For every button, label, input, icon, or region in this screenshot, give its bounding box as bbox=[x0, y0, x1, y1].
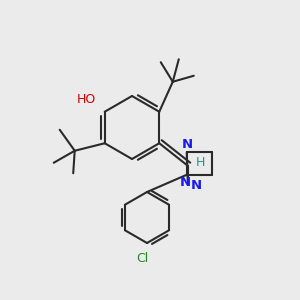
Text: Cl: Cl bbox=[136, 252, 148, 265]
Text: HO: HO bbox=[77, 93, 96, 106]
Text: N: N bbox=[180, 176, 191, 189]
Text: H: H bbox=[195, 156, 205, 169]
Text: N: N bbox=[191, 179, 202, 192]
Text: N: N bbox=[182, 138, 193, 151]
